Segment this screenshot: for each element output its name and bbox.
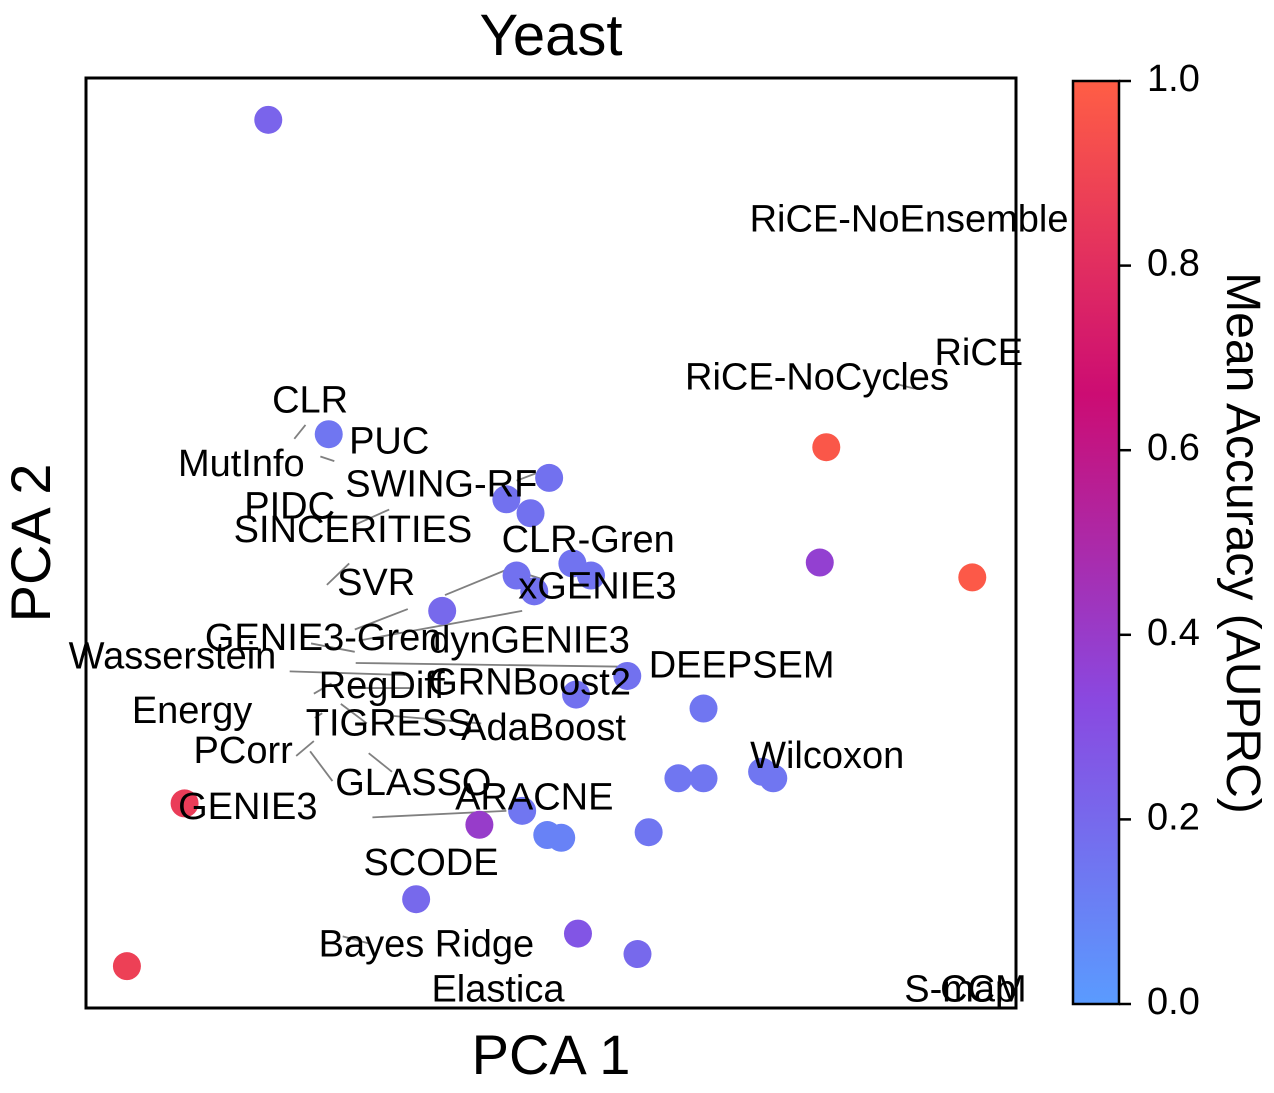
- leader-line-8: [358, 610, 523, 642]
- data-point-6: [576, 561, 605, 590]
- point-label-30: CCM: [940, 968, 1027, 1010]
- leader-line-12: [313, 682, 332, 695]
- chart-title: Yeast: [480, 3, 623, 68]
- leader-line-4: [444, 566, 514, 596]
- colorbar-label: Mean Accuracy (AUPRC): [1216, 272, 1269, 813]
- data-point-3: [492, 485, 521, 514]
- data-point-19: [547, 823, 576, 852]
- data-points: [112, 105, 987, 981]
- leader-line-0: [293, 424, 307, 440]
- data-point-14: [689, 764, 718, 793]
- y-axis-label: PCA 2: [0, 464, 62, 623]
- colorbar-tick-label-1: 0.2: [1147, 796, 1200, 838]
- point-label-3: CLR: [272, 380, 348, 422]
- colorbar: 0.0 0.2 0.4 0.6 0.8 1.0 Mean Accuracy (AUPRC): [1071, 58, 1269, 1023]
- point-label-10: SVR: [337, 562, 415, 604]
- point-label-9: CLR-Gren: [502, 519, 675, 561]
- colorbar-tick-label-3: 0.6: [1147, 427, 1200, 469]
- leader-lines: [289, 383, 915, 945]
- point-label-20: AdaBoost: [461, 707, 626, 749]
- leader-line-21: [342, 935, 371, 945]
- leader-line-9: [310, 642, 355, 653]
- data-point-25: [623, 940, 652, 969]
- colorbar-tick-label-2: 0.4: [1147, 612, 1200, 654]
- data-point-10: [613, 661, 642, 690]
- point-label-22: Wilcoxon: [750, 735, 904, 777]
- point-label-2: RiCE-NoCycles: [685, 356, 949, 398]
- data-point-27: [812, 433, 841, 462]
- data-point-4: [516, 499, 545, 528]
- data-point-8: [520, 577, 549, 606]
- point-label-16: GRNBoost2: [428, 661, 631, 703]
- point-label-8: SINCERITIES: [234, 509, 473, 551]
- data-point-24: [563, 919, 592, 948]
- data-point-11: [562, 680, 591, 709]
- colorbar-ticks: 0.0 0.2 0.4 0.6 0.8 1.0: [1119, 58, 1200, 1023]
- leader-line-7: [354, 608, 409, 631]
- data-point-22: [170, 789, 199, 818]
- point-label-21: PCorr: [194, 730, 294, 772]
- point-label-5: MutInfo: [178, 443, 305, 485]
- leader-line-16: [340, 703, 368, 725]
- data-point-13: [664, 764, 693, 793]
- plot-frame: [84, 76, 1018, 1010]
- point-label-6: SWING-RF: [345, 463, 537, 505]
- data-point-2: [535, 463, 564, 492]
- point-label-25: GENIE3: [178, 786, 317, 828]
- data-point-9: [428, 596, 457, 625]
- point-label-15: DEEPSEM: [649, 645, 835, 687]
- point-label-23: GLASSO: [335, 762, 491, 804]
- point-label-27: Bayes Ridge: [319, 924, 534, 966]
- point-label-18: Energy: [132, 690, 252, 732]
- point-label-28: Elastica: [431, 968, 565, 1010]
- colorbar-gradient: [1071, 79, 1121, 1006]
- leader-line-10: [355, 662, 625, 668]
- point-label-13: dynGENIE3: [429, 620, 630, 662]
- point-label-0: RiCE-NoEnsemble: [750, 198, 1069, 240]
- leader-line-3: [355, 508, 390, 526]
- leader-line-15: [314, 712, 323, 719]
- data-point-1: [314, 420, 343, 449]
- point-label-19: TIGRESS: [306, 702, 473, 744]
- leader-line-17: [295, 740, 315, 757]
- point-label-14: Wasserstein: [69, 635, 277, 677]
- point-label-1: RiCE: [934, 332, 1023, 374]
- point-label-29: S-map: [904, 968, 1016, 1010]
- data-point-23: [402, 885, 431, 914]
- data-point-26: [112, 952, 141, 981]
- point-label-26: SCODE: [363, 842, 498, 884]
- data-point-21: [465, 810, 494, 839]
- point-label-11: xGENIE3: [518, 566, 676, 608]
- data-point-12: [689, 694, 718, 723]
- point-label-12: GENIE3-Gren: [205, 617, 442, 659]
- data-point-17: [508, 796, 537, 825]
- leader-line-11: [289, 670, 406, 676]
- leader-line-18: [309, 750, 334, 782]
- point-label-17: RegDiff: [319, 665, 445, 707]
- leader-line-19: [368, 752, 393, 773]
- data-point-20: [634, 818, 663, 847]
- colorbar-tick-label-4: 0.8: [1147, 243, 1200, 285]
- data-point-16: [759, 764, 788, 793]
- colorbar-tick-label-5: 1.0: [1147, 58, 1200, 100]
- leader-line-1: [320, 455, 335, 463]
- data-point-29: [958, 563, 987, 592]
- data-point-0: [254, 105, 283, 134]
- leader-line-22: [895, 383, 915, 390]
- point-label-24: ARACNE: [455, 777, 613, 819]
- data-point-28: [805, 548, 834, 577]
- leader-line-2: [516, 472, 537, 482]
- point-label-4: PUC: [349, 421, 429, 463]
- colorbar-tick-label-0: 0.0: [1147, 981, 1200, 1023]
- point-label-7: PIDC: [244, 486, 335, 528]
- x-axis-label: PCA 1: [472, 1023, 631, 1086]
- leader-line-14: [393, 715, 482, 725]
- leader-line-5: [326, 562, 350, 586]
